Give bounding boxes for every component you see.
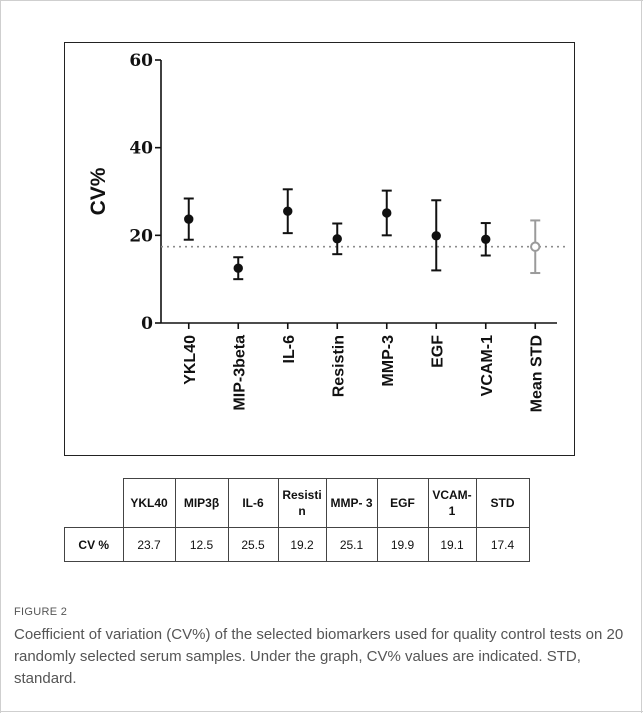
table-header-il6: IL-6 bbox=[227, 478, 279, 528]
data-point bbox=[233, 263, 243, 273]
x-tick-label: YKL40 bbox=[182, 335, 199, 385]
frame-bottom-border bbox=[0, 711, 643, 712]
y-tick-label: 0 bbox=[141, 314, 153, 334]
table-cell-il6: 25.5 bbox=[227, 527, 279, 562]
table-header-row: YKL40 MIP3β IL-6 Resisti n MMP- 3 EGF VC… bbox=[64, 478, 530, 528]
data-point bbox=[184, 214, 194, 224]
table-cell-ykl40: 23.7 bbox=[122, 527, 176, 562]
x-tick-label: MMP-3 bbox=[380, 335, 397, 387]
data-point bbox=[431, 231, 441, 241]
x-tick-label: VCAM-1 bbox=[479, 335, 496, 396]
table-row-label: CV % bbox=[64, 527, 124, 562]
data-point bbox=[283, 206, 293, 216]
x-tick-label: Resistin bbox=[330, 335, 347, 397]
frame-right-border bbox=[641, 0, 642, 713]
data-point bbox=[332, 234, 342, 244]
y-tick-label: 20 bbox=[129, 226, 153, 246]
figure-label: FIGURE 2 bbox=[14, 606, 68, 618]
table-header-ykl40: YKL40 bbox=[122, 478, 176, 528]
table-header-std: STD bbox=[475, 478, 530, 528]
table-header-mmp3: MMP- 3 bbox=[325, 478, 378, 528]
cv-values-table: YKL40 MIP3β IL-6 Resisti n MMP- 3 EGF VC… bbox=[64, 478, 530, 562]
table-header-mip3b: MIP3β bbox=[174, 478, 229, 528]
table-header-egf: EGF bbox=[376, 478, 429, 528]
x-tick-label: MIP-3beta bbox=[231, 335, 248, 411]
table-header-resistin: Resisti n bbox=[277, 478, 327, 528]
x-tick-label: Mean STD bbox=[528, 335, 545, 412]
data-point bbox=[530, 241, 541, 252]
table-cell-resistin: 19.2 bbox=[277, 527, 327, 562]
frame-left-border bbox=[0, 0, 1, 713]
table-header-vcam1: VCAM- 1 bbox=[427, 478, 477, 528]
data-point bbox=[481, 234, 491, 244]
data-point bbox=[382, 208, 392, 218]
table-cell-std: 17.4 bbox=[475, 527, 530, 562]
x-tick-label: IL-6 bbox=[281, 335, 298, 364]
y-tick-label: 60 bbox=[129, 51, 153, 71]
table-row: CV % 23.7 12.5 25.5 19.2 25.1 19.9 19.1 … bbox=[64, 527, 530, 562]
y-tick-label: 40 bbox=[129, 139, 153, 159]
x-tick-label: EGF bbox=[429, 335, 446, 368]
figure-caption: Coefficient of variation (CV%) of the se… bbox=[14, 626, 624, 687]
table-cell-vcam1: 19.1 bbox=[427, 527, 477, 562]
table-cell-mmp3: 25.1 bbox=[325, 527, 378, 562]
cv-chart: 0 20 40 60 CV% YKL40 MIP-3beta IL-6 Resistin MMP-… bbox=[87, 51, 565, 412]
chart-frame: 0 20 40 60 CV% YKL40 MIP-3beta IL-6 Resistin MMP-… bbox=[64, 42, 575, 456]
table-cell-egf: 19.9 bbox=[376, 527, 429, 562]
y-axis-label: CV% bbox=[87, 167, 110, 215]
table-cell-mip3b: 12.5 bbox=[174, 527, 229, 562]
frame-top-border bbox=[0, 0, 643, 1]
table-corner-cell bbox=[64, 478, 124, 528]
